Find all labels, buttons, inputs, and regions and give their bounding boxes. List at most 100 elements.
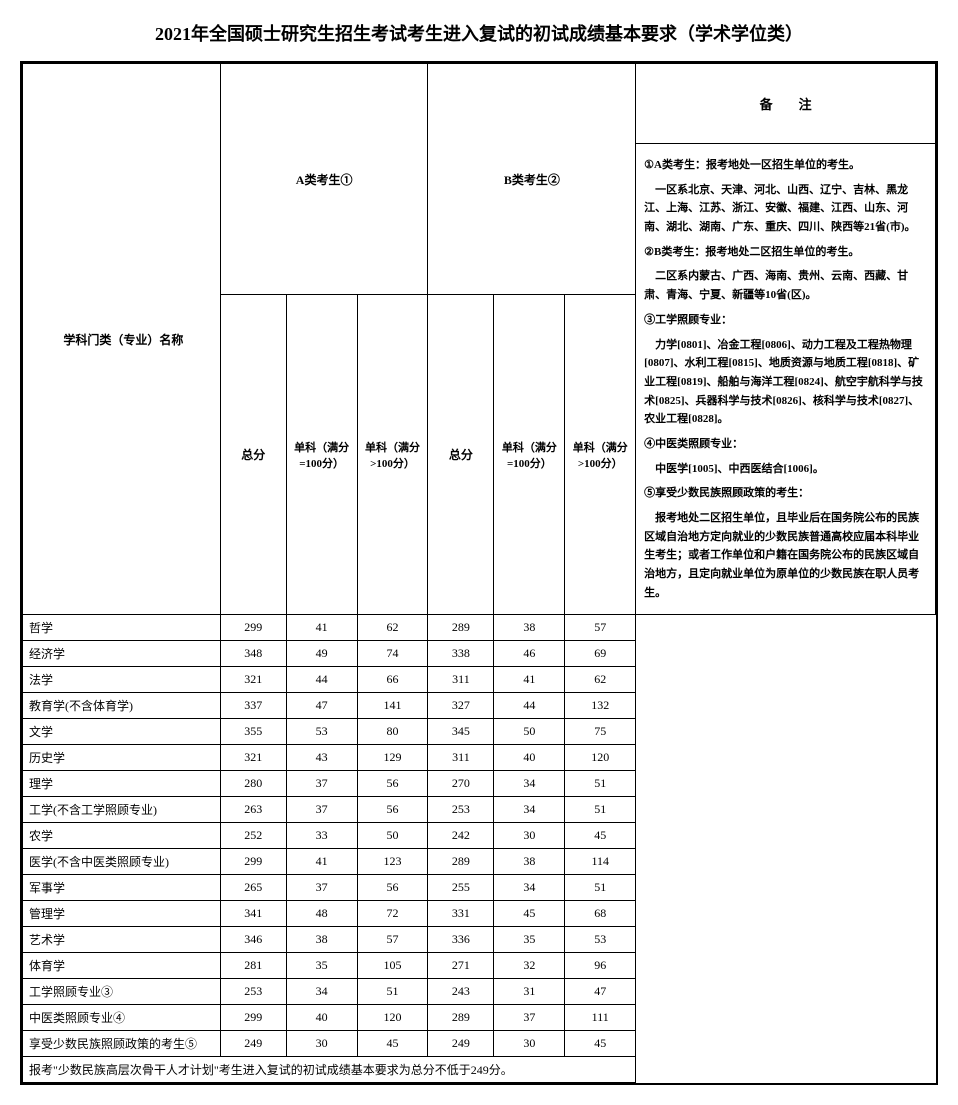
cell-b-total: 270 — [428, 771, 494, 797]
cell-a-s1: 44 — [286, 667, 357, 693]
cell-subject: 法学 — [23, 667, 221, 693]
cell-b-total: 271 — [428, 953, 494, 979]
remark-p8: 中医学[1005]、中西医结合[1006]。 — [644, 460, 927, 479]
table-row: 艺术学34638573363553 — [23, 927, 936, 953]
header-a-total: 总分 — [220, 295, 286, 615]
remarks-body: ①A类考生：报考地处一区招生单位的考生。 一区系北京、天津、河北、山西、辽宁、吉… — [636, 144, 935, 614]
cell-b-s1: 45 — [494, 901, 565, 927]
cell-a-total: 252 — [220, 823, 286, 849]
cell-b-s2: 47 — [565, 979, 636, 1005]
cell-a-s1: 53 — [286, 719, 357, 745]
cell-a-s2: 123 — [357, 849, 428, 875]
cell-b-s2: 111 — [565, 1005, 636, 1031]
cell-b-s1: 41 — [494, 667, 565, 693]
table-row: 医学(不含中医类照顾专业)2994112328938114 — [23, 849, 936, 875]
cell-b-s2: 68 — [565, 901, 636, 927]
remark-p3: ②B类考生：报考地处二区招生单位的考生。 — [644, 243, 927, 262]
table-row: 法学32144663114162 — [23, 667, 936, 693]
header-subject: 学科门类（专业）名称 — [23, 64, 221, 615]
cell-b-total: 289 — [428, 1005, 494, 1031]
table-row: 教育学(不含体育学)3374714132744132 — [23, 693, 936, 719]
cell-b-s1: 34 — [494, 875, 565, 901]
table-row: 工学照顾专业③25334512433147 — [23, 979, 936, 1005]
cell-subject: 管理学 — [23, 901, 221, 927]
cell-b-total: 289 — [428, 615, 494, 641]
remark-p10: 报考地处二区招生单位，且毕业后在国务院公布的民族区域自治地方定向就业的少数民族普… — [644, 509, 927, 602]
table-row: 体育学281351052713296 — [23, 953, 936, 979]
cell-a-s1: 35 — [286, 953, 357, 979]
remark-p2: 一区系北京、天津、河北、山西、辽宁、吉林、黑龙江、上海、江苏、浙江、安徽、福建、… — [644, 181, 927, 237]
cell-subject: 工学(不含工学照顾专业) — [23, 797, 221, 823]
remark-p6: 力学[0801]、冶金工程[0806]、动力工程及工程热物理[0807]、水利工… — [644, 336, 927, 429]
cell-a-s2: 105 — [357, 953, 428, 979]
table-row: 工学(不含工学照顾专业)26337562533451 — [23, 797, 936, 823]
cell-b-total: 336 — [428, 927, 494, 953]
table-row: 历史学3214312931140120 — [23, 745, 936, 771]
cell-a-s2: 50 — [357, 823, 428, 849]
cell-a-s2: 80 — [357, 719, 428, 745]
cell-a-s1: 34 — [286, 979, 357, 1005]
cell-a-s2: 57 — [357, 927, 428, 953]
cell-b-s1: 30 — [494, 823, 565, 849]
table-row: 享受少数民族照顾政策的考生⑤24930452493045 — [23, 1031, 936, 1057]
cell-a-s1: 38 — [286, 927, 357, 953]
remark-p1: ①A类考生：报考地处一区招生单位的考生。 — [644, 156, 927, 175]
cell-subject: 享受少数民族照顾政策的考生⑤ — [23, 1031, 221, 1057]
header-b-sover100: 单科（满分>100分） — [565, 295, 636, 615]
cell-a-s2: 141 — [357, 693, 428, 719]
header-group-a: A类考生① — [220, 64, 428, 295]
remark-p4: 二区系内蒙古、广西、海南、贵州、云南、西藏、甘肃、青海、宁夏、新疆等10省(区)… — [644, 267, 927, 304]
cell-b-s2: 51 — [565, 771, 636, 797]
cell-subject: 农学 — [23, 823, 221, 849]
cell-b-total: 331 — [428, 901, 494, 927]
cell-b-total: 249 — [428, 1031, 494, 1057]
cell-a-s1: 48 — [286, 901, 357, 927]
cell-subject: 理学 — [23, 771, 221, 797]
header-group-b: B类考生② — [428, 64, 636, 295]
cell-b-s2: 75 — [565, 719, 636, 745]
cell-a-s2: 56 — [357, 771, 428, 797]
table-row: 军事学26537562553451 — [23, 875, 936, 901]
cell-b-total: 311 — [428, 667, 494, 693]
table-row: 经济学34849743384669 — [23, 641, 936, 667]
cell-subject: 体育学 — [23, 953, 221, 979]
cell-b-total: 242 — [428, 823, 494, 849]
cell-a-s2: 62 — [357, 615, 428, 641]
main-container: 学科门类（专业）名称 A类考生① B类考生② 备 注 ①A类考生：报考地处一区招… — [20, 61, 938, 1085]
cell-b-total: 311 — [428, 745, 494, 771]
cell-a-s1: 41 — [286, 849, 357, 875]
remark-p5: ③工学照顾专业： — [644, 311, 927, 330]
footer-row: 报考"少数民族高层次骨干人才计划"考生进入复试的初试成绩基本要求为总分不低于24… — [23, 1057, 936, 1083]
cell-a-s2: 129 — [357, 745, 428, 771]
cell-a-s2: 120 — [357, 1005, 428, 1031]
cell-subject: 中医类照顾专业④ — [23, 1005, 221, 1031]
table-section: 学科门类（专业）名称 A类考生① B类考生② 备 注 ①A类考生：报考地处一区招… — [22, 63, 936, 1083]
header-a-s100: 单科（满分=100分） — [286, 295, 357, 615]
cell-b-s1: 32 — [494, 953, 565, 979]
cell-a-s2: 56 — [357, 797, 428, 823]
remarks-cell: 备 注 ①A类考生：报考地处一区招生单位的考生。 一区系北京、天津、河北、山西、… — [636, 64, 936, 615]
cell-b-s1: 46 — [494, 641, 565, 667]
cell-a-total: 299 — [220, 849, 286, 875]
cell-a-s1: 37 — [286, 797, 357, 823]
header-a-sover100: 单科（满分>100分） — [357, 295, 428, 615]
remarks-header: 备 注 — [636, 64, 935, 144]
cell-b-total: 243 — [428, 979, 494, 1005]
header-b-total: 总分 — [428, 295, 494, 615]
cell-b-total: 253 — [428, 797, 494, 823]
cell-a-s2: 56 — [357, 875, 428, 901]
cell-b-s1: 35 — [494, 927, 565, 953]
cell-subject: 经济学 — [23, 641, 221, 667]
cell-b-s1: 38 — [494, 615, 565, 641]
cell-subject: 历史学 — [23, 745, 221, 771]
cell-b-s2: 51 — [565, 875, 636, 901]
cell-b-s2: 114 — [565, 849, 636, 875]
table-row: 文学35553803455075 — [23, 719, 936, 745]
cell-a-s2: 72 — [357, 901, 428, 927]
score-table: 学科门类（专业）名称 A类考生① B类考生② 备 注 ①A类考生：报考地处一区招… — [22, 63, 936, 1083]
cell-a-total: 280 — [220, 771, 286, 797]
cell-a-s1: 47 — [286, 693, 357, 719]
remark-p7: ④中医类照顾专业： — [644, 435, 927, 454]
cell-subject: 医学(不含中医类照顾专业) — [23, 849, 221, 875]
cell-a-total: 346 — [220, 927, 286, 953]
